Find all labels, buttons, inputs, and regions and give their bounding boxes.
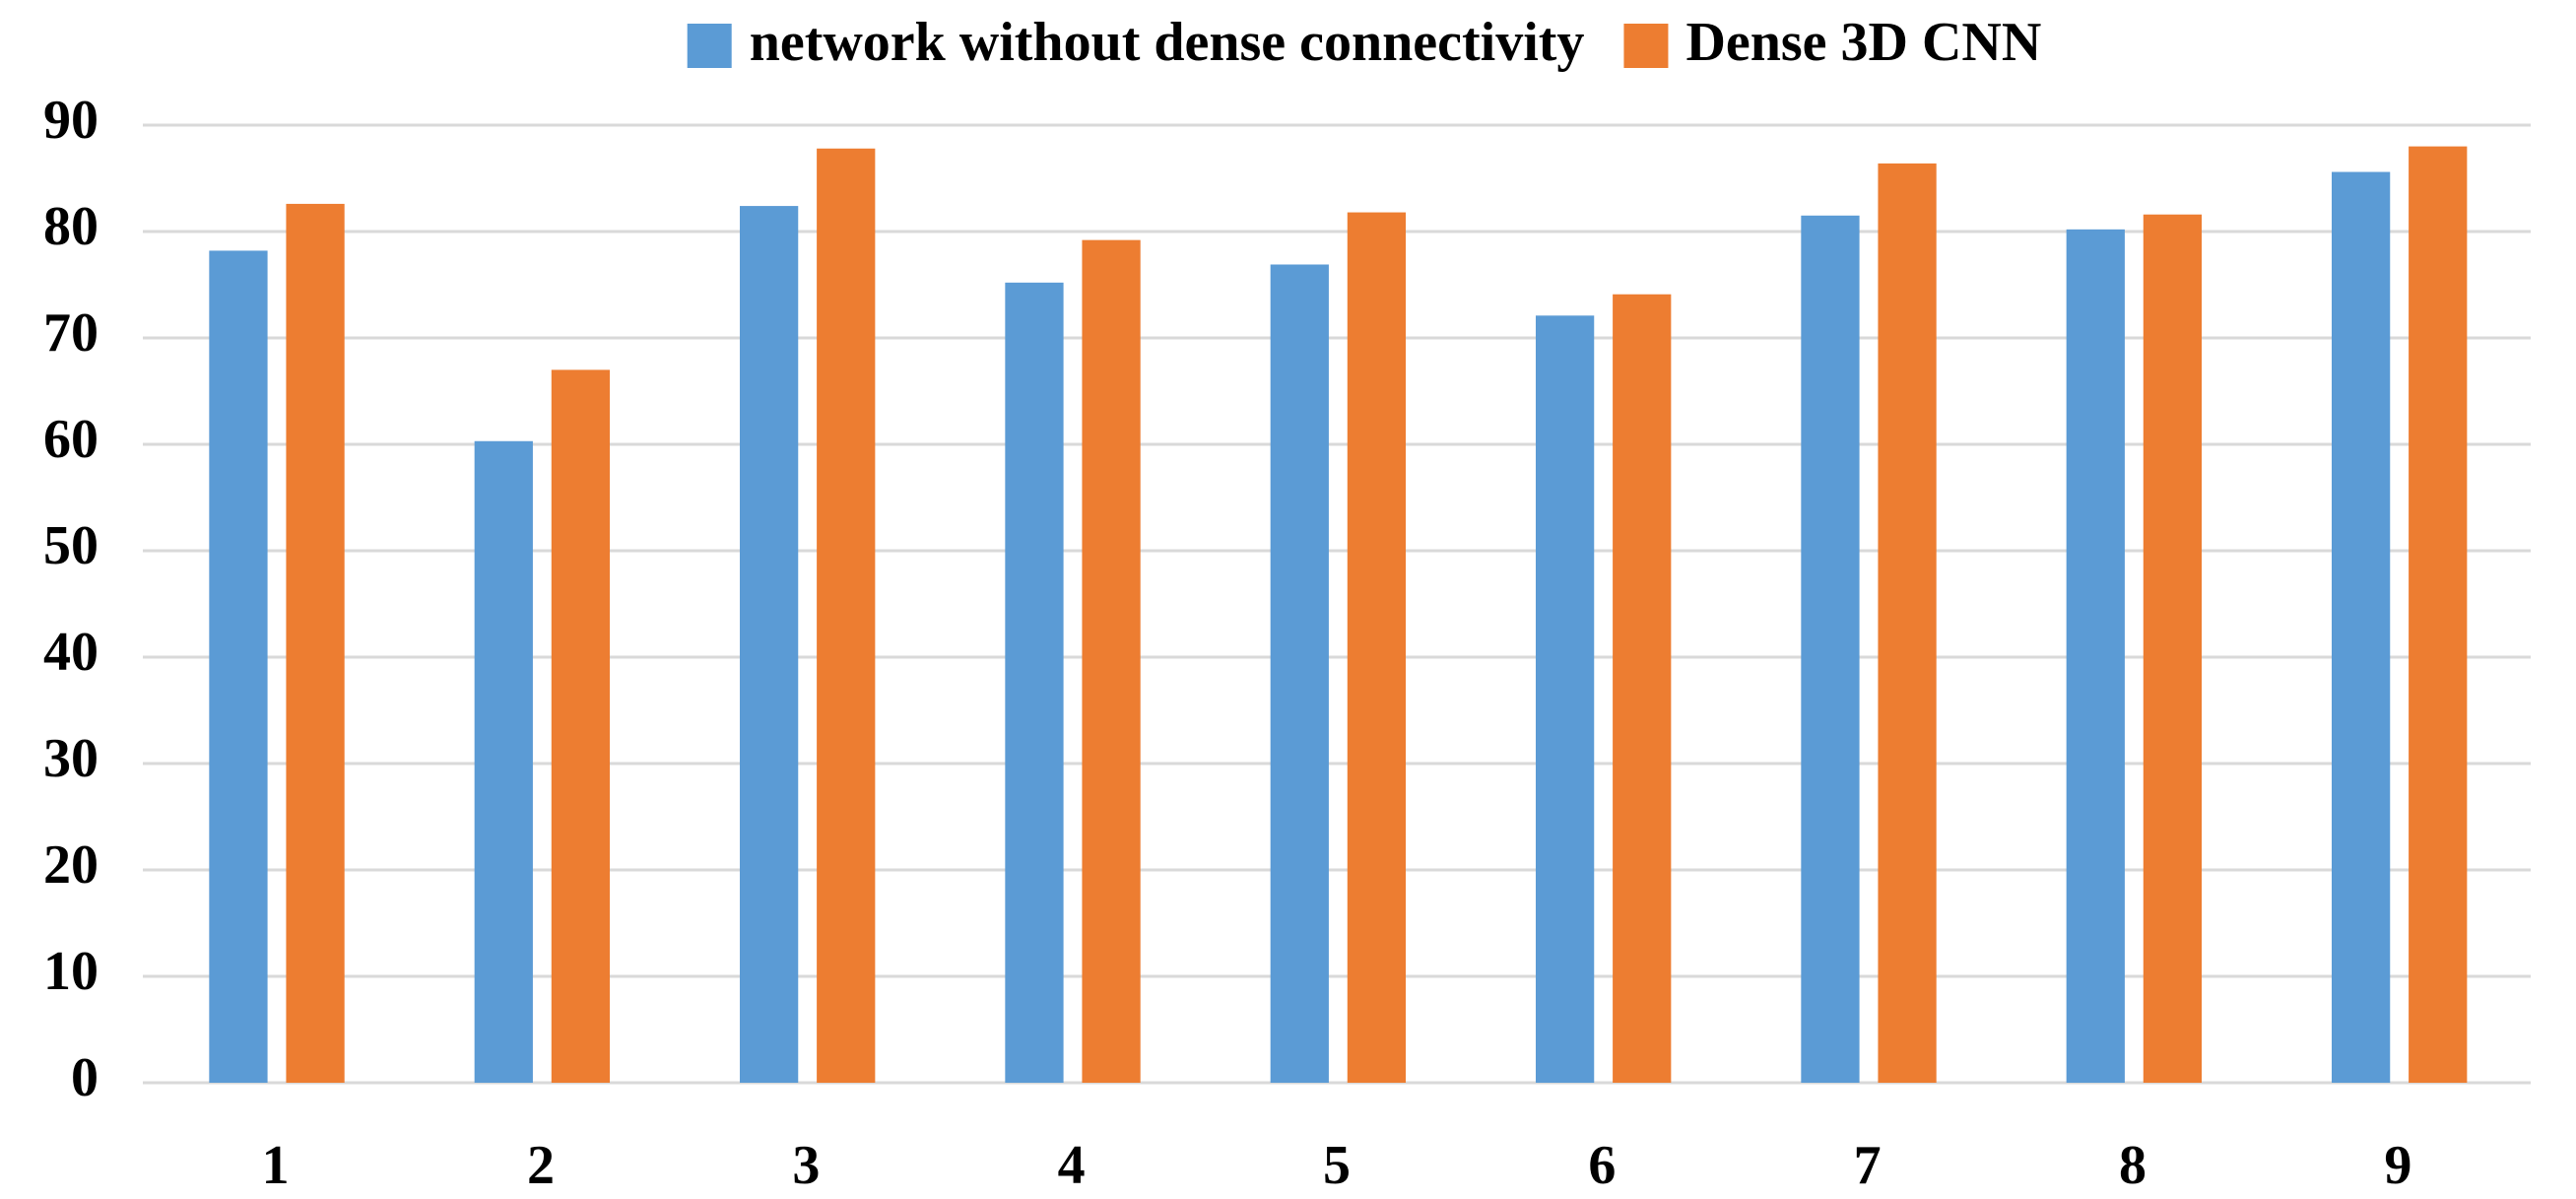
legend-label: Dense 3D CNN: [1685, 12, 2041, 73]
y-tick-label: 20: [43, 834, 99, 896]
x-tick-label: 7: [1854, 1135, 1882, 1196]
bar: [2143, 214, 2203, 1084]
y-tick-label: 10: [43, 941, 99, 1002]
bar: [740, 206, 799, 1083]
bar: [286, 203, 345, 1084]
y-tick-label: 80: [43, 196, 99, 257]
x-tick-label: 3: [792, 1135, 820, 1196]
legend-swatch: [1623, 24, 1669, 68]
y-tick-label: 70: [43, 302, 99, 364]
y-tick-label: 30: [43, 728, 99, 789]
y-tick-label: 60: [43, 409, 99, 470]
bar: [1801, 215, 1860, 1084]
bar: [551, 369, 611, 1083]
bar: [474, 440, 533, 1083]
legend-swatch: [687, 24, 732, 68]
y-tick-label: 90: [43, 90, 99, 151]
x-tick-label: 6: [1588, 1135, 1616, 1196]
bar: [1082, 239, 1141, 1083]
bar: [1536, 315, 1595, 1083]
bar: [1613, 294, 1672, 1084]
x-tick-label: 9: [2384, 1135, 2411, 1196]
y-tick-label: 0: [71, 1047, 99, 1108]
x-tick-label: 8: [2119, 1135, 2147, 1196]
bar: [1005, 282, 1064, 1084]
y-tick-label: 40: [43, 622, 99, 683]
bar: [2409, 146, 2468, 1084]
bar: [1878, 163, 1937, 1083]
bar: [1347, 212, 1407, 1083]
bar: [2332, 171, 2391, 1083]
bar: [2066, 229, 2125, 1084]
x-tick-label: 1: [262, 1135, 290, 1196]
bar: [817, 148, 876, 1083]
x-tick-label: 5: [1323, 1135, 1351, 1196]
bar: [209, 250, 268, 1083]
legend-label: network without dense connectivity: [750, 12, 1585, 73]
bar: [1270, 264, 1329, 1084]
y-tick-label: 50: [43, 515, 99, 576]
x-tick-label: 4: [1058, 1135, 1086, 1196]
x-tick-label: 2: [527, 1135, 555, 1196]
